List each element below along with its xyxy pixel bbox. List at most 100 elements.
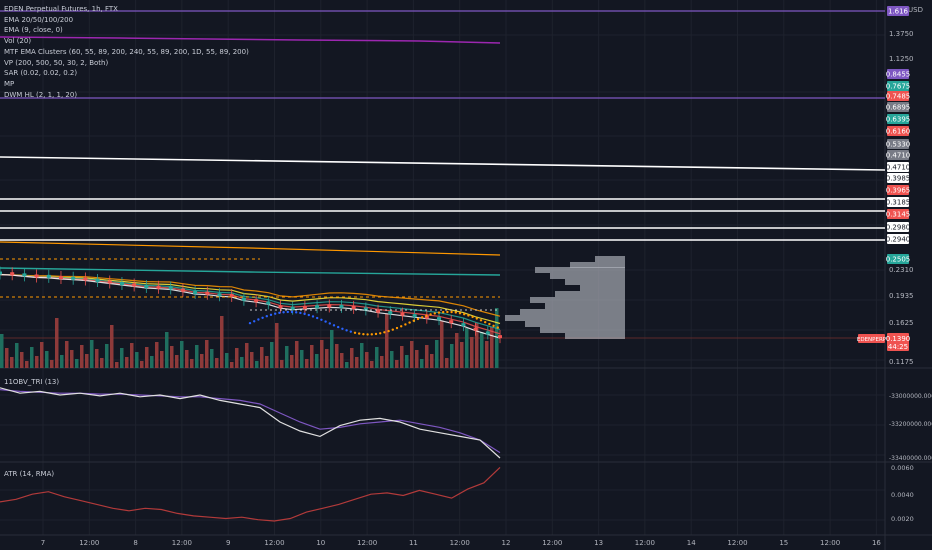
candle-body [461, 323, 466, 327]
sar-dot [358, 332, 361, 335]
price-badge-label: 0.2505 [886, 256, 911, 264]
sar-dot [416, 317, 420, 321]
volume-profile-bar [570, 262, 625, 268]
x-tick-label: 11 [409, 539, 418, 547]
legend-item[interactable]: SAR (0.02, 0.02, 0.2) [4, 69, 78, 78]
obv-series-line [0, 387, 501, 459]
atr-pane-label[interactable]: ATR (14, RMA) [4, 470, 55, 478]
price-badge [887, 162, 909, 172]
volume-bar [105, 344, 109, 368]
volume-bar [335, 344, 339, 368]
volume-bar [175, 355, 179, 368]
sar-dot [332, 324, 336, 327]
sar-dot [400, 325, 403, 328]
x-tick-label: 15 [779, 539, 788, 547]
y-tick-label: 0.2310 [889, 266, 914, 274]
y-tick-label: 1.3750 [889, 30, 914, 38]
volume-bar [70, 350, 74, 368]
legend-item[interactable]: MP [4, 79, 15, 88]
candle-body [119, 281, 124, 285]
candle-body [302, 305, 307, 309]
volume-profile-bar [520, 309, 625, 315]
volume-bar [30, 347, 34, 368]
ema-200-line [0, 241, 501, 256]
candle-body [83, 277, 88, 281]
candle-body [327, 304, 332, 308]
price-badge-label: 0.4710 [886, 152, 911, 160]
atr-y-tick: 0.0060 [891, 464, 914, 472]
volume-bar [245, 343, 249, 368]
atr-y-tick: 0.0020 [891, 515, 914, 523]
volume-profile-bar [595, 256, 625, 262]
price-badge-label: 0.2940 [886, 236, 911, 244]
volume-bar [410, 341, 414, 368]
volume-bar [455, 333, 459, 368]
price-badge [887, 114, 909, 124]
sar-dot [362, 332, 365, 336]
y-tick-label: 1.1250 [889, 55, 914, 63]
volume-profile-bar [580, 285, 625, 291]
candle-body [10, 272, 15, 276]
price-badge [887, 209, 909, 219]
sar-dot [274, 312, 277, 315]
sar-dot [479, 319, 483, 322]
sar-dot [320, 318, 323, 321]
candle-body [424, 315, 429, 319]
candle-body [254, 299, 259, 303]
volume-profile-bar [540, 327, 625, 333]
volume-bar [50, 360, 54, 368]
volume-bar [230, 362, 234, 368]
obv-pane-label[interactable]: 11OBV_TRI (13) [4, 378, 60, 386]
atr-series-line [0, 466, 501, 522]
x-tick-label: 10 [316, 539, 325, 547]
price-badge [887, 139, 909, 149]
volume-bar [360, 343, 364, 368]
volume-bar [390, 351, 394, 368]
chart-title: EDEN Perpetual Futures, 1h, FTX [4, 5, 118, 13]
legend-item[interactable]: EMA (9, close, 0) [4, 26, 63, 35]
volume-bar [405, 355, 409, 368]
volume-bar [415, 350, 419, 368]
volume-bar [65, 341, 69, 368]
candle-body [58, 275, 63, 279]
legend-item[interactable]: DWM HL (2, 1, 1, 20) [4, 90, 78, 99]
volume-bar [485, 341, 489, 368]
volume-bar [5, 348, 9, 368]
x-tick-label: 14 [687, 539, 696, 547]
volume-bar [370, 361, 374, 368]
sar-dot [349, 330, 352, 333]
sar-dot [290, 310, 294, 314]
price-badge [887, 254, 909, 264]
volume-bar [275, 323, 279, 368]
sar-dot [379, 332, 382, 335]
volume-bar [215, 358, 219, 368]
ema-9-line [0, 36, 501, 44]
volume-bar [45, 351, 49, 368]
volume-bar [365, 352, 369, 368]
legend-item[interactable]: EMA 20/50/100/200 [4, 15, 74, 24]
candle-body [71, 276, 76, 280]
price-badge [887, 81, 909, 91]
candle-body [351, 305, 356, 309]
volume-bar [90, 340, 94, 368]
volume-bar [125, 357, 129, 368]
candle-body [290, 306, 295, 310]
volume-bar [255, 361, 259, 368]
legend-item[interactable]: MTF EMA Clusters (60, 55, 89, 200, 240, … [4, 47, 249, 56]
legend-item[interactable]: Vol (20) [4, 37, 32, 46]
legend-item[interactable]: VP (200, 500, 50, 30, 2, Both) [4, 58, 109, 67]
volume-bar [470, 337, 474, 368]
volume-bar [210, 349, 214, 368]
x-tick-label: 12:00 [357, 539, 377, 547]
sar-dot [442, 310, 445, 314]
volume-bar [75, 359, 79, 368]
volume-bar [490, 327, 494, 368]
sar-dot [433, 312, 436, 315]
ema-cluster-line [0, 267, 501, 276]
candle-body [400, 312, 405, 316]
sar-dot [278, 311, 281, 315]
volume-profile-bar [530, 297, 625, 303]
volume-bar [430, 354, 434, 368]
volume-bar [300, 350, 304, 368]
